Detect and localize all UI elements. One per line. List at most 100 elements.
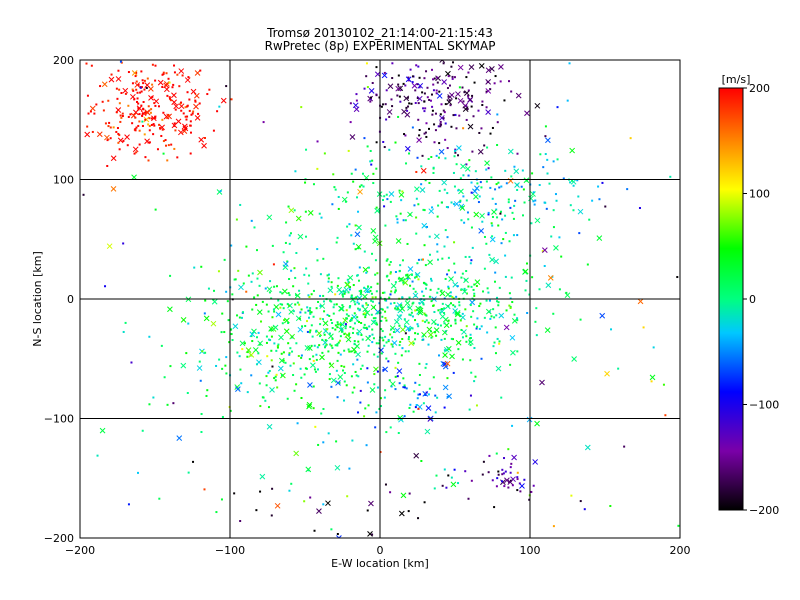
data-point [523,201,526,204]
data-point [273,377,276,380]
data-point-cross [293,450,300,457]
data-point [478,305,481,308]
data-point [382,140,385,143]
data-point [421,154,424,157]
data-point [453,76,456,79]
data-point [393,301,396,304]
data-point [447,319,450,322]
data-point [305,367,308,370]
data-point [556,106,559,109]
data-point [153,102,156,105]
data-point [483,235,486,238]
data-point [337,207,340,210]
data-point-cross [511,318,518,324]
data-point [162,152,165,155]
data-point [365,62,368,65]
data-point [642,326,645,329]
data-point-cross [485,78,492,85]
data-point [455,295,458,298]
data-point [400,354,403,357]
data-point-cross [398,510,405,517]
data-point [141,124,144,127]
data-point [542,166,545,169]
data-point [458,114,461,117]
data-point [286,303,289,306]
data-point [336,284,339,287]
data-point-cross [101,81,108,88]
data-point [243,342,246,345]
data-point [119,120,122,123]
data-point [173,122,176,125]
data-point [407,350,410,353]
data-point [430,156,433,159]
data-point [143,133,146,136]
data-point [389,491,392,494]
data-point [270,514,273,517]
data-point [397,361,400,364]
data-point [388,296,391,299]
data-point [267,338,270,341]
data-point [474,375,477,378]
x-tick-label: −100 [215,544,245,557]
data-point [152,396,155,399]
data-point-cross [424,428,431,435]
data-point [160,344,163,347]
data-point [228,341,231,344]
data-point [408,313,411,316]
data-point [174,108,177,111]
data-point-cross [180,362,187,369]
data-point [502,238,505,241]
data-point [300,356,303,359]
data-point [331,203,334,206]
data-point [120,116,123,119]
data-point-cross [400,326,406,333]
data-point [475,327,478,330]
data-point [387,338,390,341]
data-point [427,393,430,396]
data-point [201,350,204,353]
data-point [370,286,373,289]
data-point [534,320,537,323]
data-point [473,380,476,383]
data-point [290,269,293,272]
data-point [509,466,512,469]
data-point [186,391,189,394]
data-point-cross [503,324,510,331]
data-point [459,177,462,180]
data-point [404,219,407,222]
data-point [489,132,492,135]
data-point [262,121,265,124]
data-point-cross [507,148,514,155]
data-point [237,269,240,272]
data-point-cross [289,333,295,340]
data-point [281,292,284,295]
data-point-cross [257,340,264,347]
data-point-cross [504,477,510,484]
data-point [292,374,295,377]
data-point [470,315,473,318]
data-point [142,100,145,103]
data-point [423,100,426,103]
data-point [173,147,176,150]
data-point-cross [144,109,151,115]
data-point [444,138,447,141]
data-point [362,326,365,329]
data-point [288,294,291,297]
data-point [407,105,410,108]
data-point [430,68,433,71]
data-point [385,319,388,322]
data-points [82,60,680,538]
data-point [326,274,329,277]
y-axis-label: N-S location [km] [31,251,44,347]
data-point [508,292,511,295]
data-point [472,310,475,313]
data-point [348,288,351,291]
data-point [167,144,170,147]
data-point [324,339,327,342]
data-point [409,284,412,287]
data-point [356,358,359,361]
data-point [544,135,547,138]
data-point [465,163,468,166]
data-point [271,487,274,490]
data-point [490,315,493,318]
